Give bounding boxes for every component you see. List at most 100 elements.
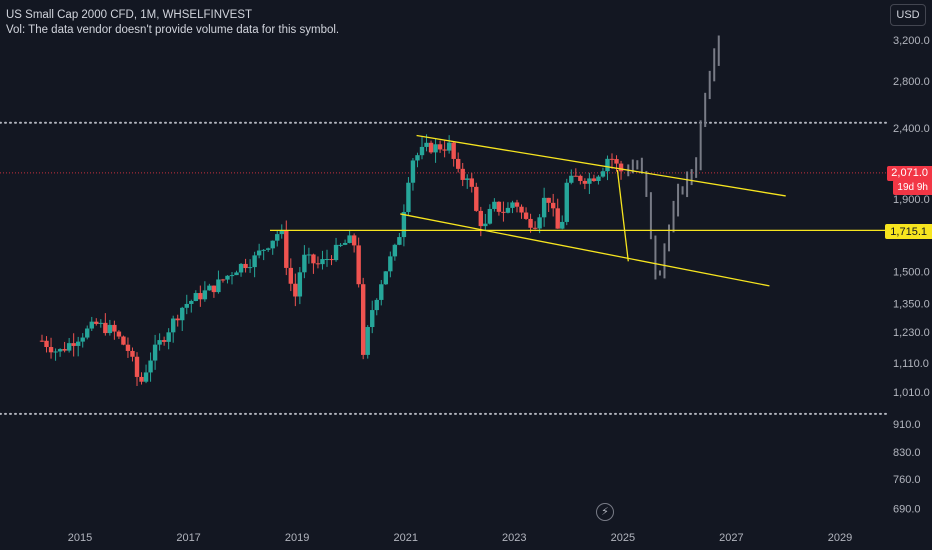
candle [614, 159, 619, 164]
candle [315, 263, 321, 265]
candle [193, 293, 199, 301]
candle [139, 376, 144, 382]
candle [324, 259, 330, 261]
candle [320, 259, 325, 265]
candle [107, 324, 113, 334]
y-tick-label: 690.0 [893, 503, 921, 515]
candle [48, 347, 54, 353]
candle [261, 249, 266, 251]
candle [75, 341, 81, 346]
candle [415, 155, 420, 161]
y-tick-label: 2,400.0 [893, 123, 930, 135]
candle [537, 217, 542, 229]
candle [338, 244, 343, 246]
candle [256, 250, 262, 256]
candle [252, 255, 257, 268]
candle [582, 180, 588, 184]
candle [487, 208, 493, 224]
candle [550, 202, 556, 209]
candle [609, 158, 615, 160]
bar-countdown-tag: 19d 9h [893, 180, 932, 195]
candle [428, 142, 434, 153]
currency-button[interactable]: USD [890, 4, 926, 26]
candle [71, 343, 76, 346]
candle [297, 272, 303, 297]
y-tick-label: 910.0 [893, 419, 921, 431]
candle [180, 307, 185, 321]
candle [44, 340, 49, 348]
candle [437, 144, 443, 150]
trend-line [416, 134, 786, 197]
candle [143, 372, 149, 382]
candle [66, 343, 72, 351]
candle [433, 144, 438, 153]
candle [546, 197, 551, 203]
lightning-icon[interactable]: ⚡ [596, 503, 614, 521]
x-tick-label: 2027 [719, 532, 743, 544]
candle [474, 186, 479, 211]
volume-note: Vol: The data vendor doesn't provide vol… [6, 24, 340, 36]
y-tick-label: 2,800.0 [893, 76, 930, 88]
candle [311, 254, 316, 264]
candle [238, 263, 244, 273]
x-tick-label: 2021 [393, 532, 417, 544]
candle [591, 178, 597, 181]
symbol-legend[interactable]: US Small Cap 2000 CFD, 1M, WHSELFINVEST [6, 9, 253, 21]
candle [406, 182, 411, 213]
candle [451, 142, 456, 159]
candle [455, 158, 461, 169]
candle [379, 284, 384, 300]
candle [202, 290, 208, 300]
candle [532, 227, 538, 229]
y-tick-label: 760.0 [893, 474, 921, 486]
x-tick-label: 2029 [828, 532, 852, 544]
candle [306, 254, 312, 256]
candle [510, 202, 515, 208]
candle [265, 248, 271, 250]
candle [161, 340, 167, 342]
candle [555, 208, 560, 229]
y-tick-label: 1,110.0 [893, 358, 929, 370]
candle [243, 263, 248, 269]
current-price-tag: 2,071.0 [887, 166, 932, 181]
x-tick-label: 2017 [176, 532, 200, 544]
candle [419, 146, 425, 156]
candle [57, 349, 63, 352]
candle [270, 240, 275, 249]
candle [198, 293, 203, 300]
candle [62, 349, 67, 351]
x-tick-label: 2025 [611, 532, 635, 544]
candle [478, 210, 484, 227]
candle [596, 176, 601, 181]
candle [505, 207, 511, 213]
candle [85, 328, 90, 338]
candle [80, 337, 85, 342]
candle [157, 340, 162, 345]
candle [116, 331, 122, 337]
candle [483, 223, 488, 227]
y-tick-label: 830.0 [893, 447, 921, 459]
candle [152, 344, 158, 361]
candle [374, 299, 379, 311]
candle [207, 285, 212, 291]
x-tick-label: 2019 [285, 532, 309, 544]
candle [410, 160, 416, 183]
candle [288, 267, 294, 284]
y-tick-label: 1,500.0 [893, 266, 930, 278]
candle [523, 212, 529, 219]
candle [465, 178, 470, 180]
candle [569, 175, 574, 183]
candle [175, 318, 180, 321]
candle [573, 175, 579, 177]
candle [148, 360, 153, 373]
horizontal-level-tag: 1,715.1 [885, 224, 932, 239]
candle [370, 310, 375, 328]
candle [365, 327, 370, 355]
candle [519, 206, 524, 213]
candle [279, 229, 284, 235]
candle [446, 142, 452, 151]
x-tick-label: 2015 [68, 532, 92, 544]
candle [360, 284, 366, 355]
